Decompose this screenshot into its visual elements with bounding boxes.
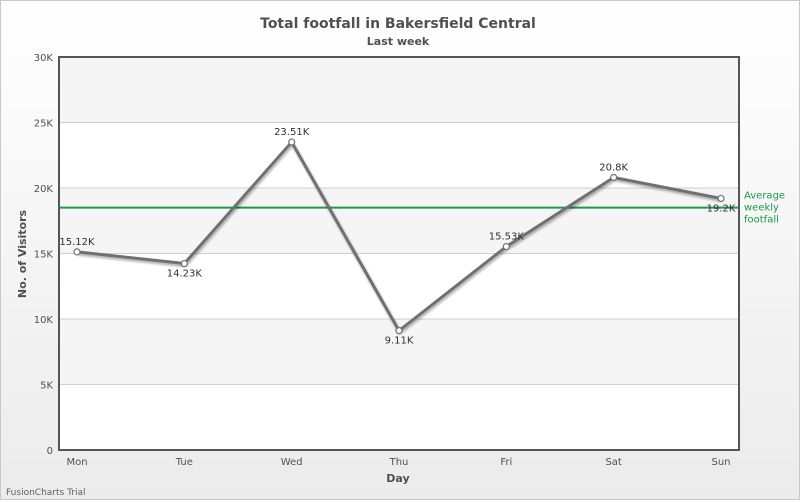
data-point [73,248,81,256]
chart-title: Total footfall in Bakersfield Central [260,16,536,32]
data-point [610,173,618,182]
trendline-label: Average weekly footfall [744,191,785,226]
data-label: 15.53K [489,232,525,243]
data-point [717,194,725,203]
x-tick-label: Sun [711,457,730,468]
x-tick-label: Tue [175,457,193,468]
data-label: 9.11K [385,336,414,347]
gridlines [58,56,740,451]
y-tick-label: 15K [34,250,54,261]
y-tick-label: 25K [34,119,54,130]
trendline-group: Average weekly footfall [59,191,785,226]
plot-band [59,57,739,123]
y-tick-label: 10K [34,315,54,326]
x-tick-label: Thu [389,457,409,468]
data-point [180,259,188,268]
data-label: 19.2K [707,203,736,214]
data-label: 15.12K [59,237,95,248]
chart-subtitle: Last week [367,35,430,48]
y-tick-label: 5K [40,381,53,392]
x-tick-label: Fri [500,457,512,468]
trendline-label-line: footfall [744,215,779,226]
trendline-label-line: Average [744,191,785,202]
data-label: 20.8K [599,162,628,173]
x-tick-label: Mon [66,457,87,468]
data-point [395,327,403,335]
plot-band [59,188,739,254]
data-point [288,138,296,146]
trendline-label-line: weekly [744,203,779,214]
data-label: 14.23K [167,269,203,280]
y-tick-label: 30K [34,53,54,64]
data-label: 23.51K [274,127,310,138]
data-labels: 15.12K 14.23K 23.51K 9.11K 15.53K 20.8K 19.2K [59,127,735,347]
y-tick-label: 0 [47,446,53,457]
plot-border [58,56,740,451]
x-tick-label: Sat [605,457,621,468]
watermark: FusionCharts Trial [6,488,85,498]
data-point [502,242,510,251]
x-axis-ticks: Mon Tue Wed Thu Fri Sat Sun [66,457,730,468]
y-axis-ticks: 0 5K 10K 15K 20K 25K 30K [34,53,54,457]
y-axis-title: No. of Visitors [16,209,29,298]
x-tick-label: Wed [281,457,303,468]
x-axis-title: Day [386,472,409,485]
y-tick-label: 20K [34,184,54,195]
data-points [73,138,725,335]
